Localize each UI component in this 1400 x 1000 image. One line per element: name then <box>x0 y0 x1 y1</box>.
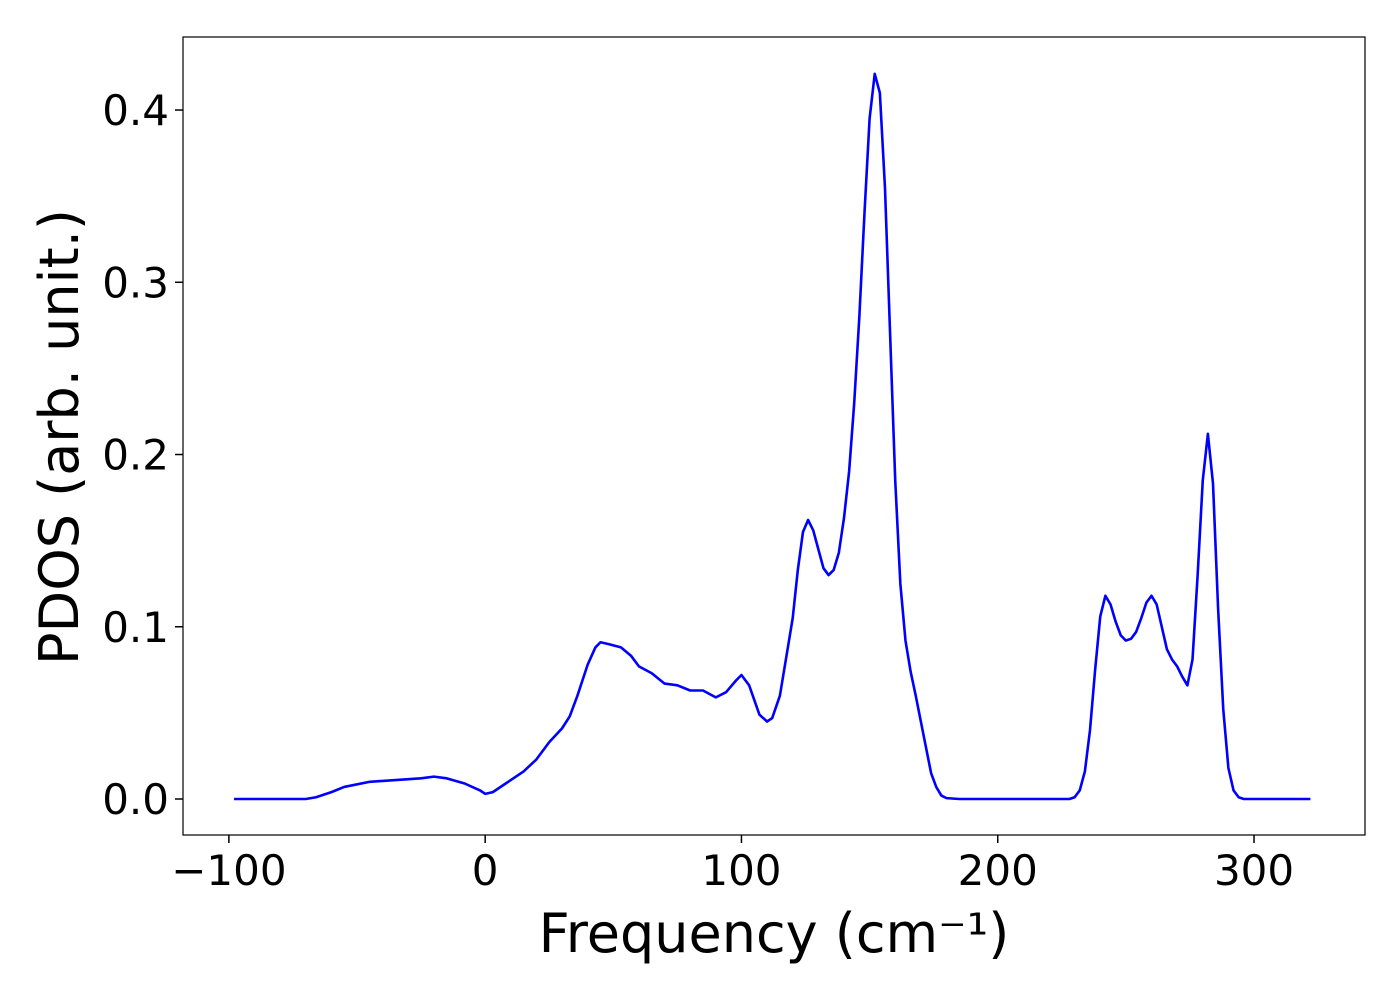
plot-frame <box>182 36 1366 836</box>
y-tick-label: 0.0 <box>102 775 169 824</box>
x-tick-label: 200 <box>958 846 1038 895</box>
y-axis-label: PDOS (arb. unit.) <box>28 209 91 665</box>
x-tick-label: 300 <box>1214 846 1294 895</box>
x-tick-label: 0 <box>472 846 499 895</box>
y-tick-label: 0.1 <box>102 603 169 652</box>
y-tick-label: 0.2 <box>102 431 169 480</box>
y-tick-label: 0.4 <box>102 86 169 135</box>
data-line <box>234 72 1311 801</box>
x-tick-label: −100 <box>171 846 286 895</box>
x-tick-label: 100 <box>701 846 781 895</box>
x-axis-label: Frequency (cm⁻¹) <box>539 902 1010 965</box>
y-tick-label: 0.3 <box>102 258 169 307</box>
